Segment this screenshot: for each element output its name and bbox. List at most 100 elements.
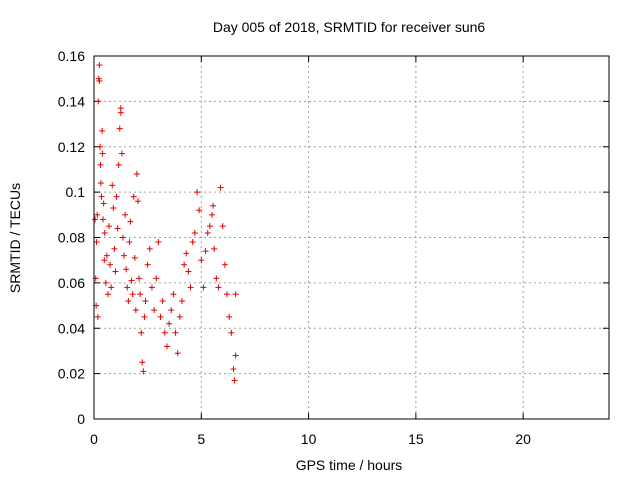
data-point	[157, 313, 164, 320]
data-point	[168, 307, 175, 314]
chart-title: Day 005 of 2018, SRMTID for receiver sun…	[213, 19, 486, 35]
data-point	[166, 320, 173, 327]
data-point	[138, 329, 145, 336]
y-tick-label: 0.08	[58, 230, 85, 246]
data-point	[139, 359, 146, 366]
data-point	[127, 218, 134, 225]
x-tick-label: 10	[301, 431, 317, 447]
data-point	[117, 109, 124, 116]
data-point	[230, 366, 237, 373]
data-point	[108, 284, 115, 291]
data-point	[148, 284, 155, 291]
data-point	[100, 216, 107, 223]
data-point	[118, 150, 125, 157]
y-tick-label: 0.1	[66, 184, 86, 200]
data-point	[115, 161, 122, 168]
data-point	[209, 211, 216, 218]
data-point	[94, 313, 101, 320]
data-point	[221, 261, 228, 268]
data-point	[97, 180, 104, 187]
data-point	[134, 198, 141, 205]
data-point	[176, 313, 183, 320]
data-point	[210, 202, 217, 209]
data-point	[131, 254, 138, 261]
data-point	[137, 291, 144, 298]
data-point	[155, 239, 162, 246]
data-point	[97, 161, 104, 168]
data-point	[202, 248, 209, 255]
data-point	[206, 223, 213, 230]
data-point	[103, 252, 110, 259]
data-point	[97, 143, 104, 150]
data-point	[111, 245, 118, 252]
data-point	[146, 245, 153, 252]
data-point	[109, 182, 116, 189]
y-tick-label: 0.02	[58, 366, 85, 382]
y-tick-label: 0.14	[58, 93, 85, 109]
data-point	[183, 250, 190, 257]
data-point	[100, 200, 107, 207]
data-point	[163, 343, 170, 350]
x-tick-label: 5	[197, 431, 205, 447]
data-point	[170, 291, 177, 298]
data-point	[104, 291, 111, 298]
grid-layer	[94, 56, 609, 419]
data-point	[92, 216, 99, 223]
data-point	[93, 239, 100, 246]
data-point	[219, 223, 226, 230]
data-point	[116, 125, 123, 132]
data-point	[112, 268, 119, 275]
data-point	[122, 211, 129, 218]
x-axis-label: GPS time / hours	[296, 457, 403, 473]
data-point	[213, 275, 220, 282]
y-tick-label: 0.12	[58, 139, 85, 155]
x-tick-label: 20	[515, 431, 531, 447]
y-tick-label: 0.16	[58, 48, 85, 64]
data-point	[228, 329, 235, 336]
data-point	[140, 368, 147, 375]
data-point	[126, 239, 133, 246]
data-point	[142, 298, 149, 305]
data-point	[151, 307, 158, 314]
data-point	[198, 257, 205, 264]
data-point	[123, 266, 130, 273]
y-tick-label: 0	[77, 411, 85, 427]
data-point	[141, 313, 148, 320]
data-point	[99, 127, 106, 134]
data-point	[132, 307, 139, 314]
data-point	[191, 229, 198, 236]
data-point	[130, 193, 137, 200]
data-point	[94, 211, 101, 218]
data-point	[113, 193, 120, 200]
data-points	[92, 62, 239, 384]
data-point	[215, 284, 222, 291]
data-point	[107, 261, 114, 268]
data-point	[189, 239, 196, 246]
data-point	[187, 284, 194, 291]
data-point	[231, 377, 238, 384]
x-tick-label: 0	[90, 431, 98, 447]
data-point	[95, 98, 102, 105]
data-point	[102, 279, 109, 286]
data-point	[172, 329, 179, 336]
data-point	[110, 205, 117, 212]
data-point	[196, 207, 203, 214]
data-point	[101, 229, 108, 236]
plot-frame	[93, 55, 610, 420]
data-point	[224, 291, 231, 298]
data-point	[98, 193, 105, 200]
data-point	[185, 268, 192, 275]
data-point	[96, 77, 103, 84]
data-point	[194, 189, 200, 196]
data-point	[128, 277, 135, 284]
data-point	[161, 329, 168, 336]
tick-layer: 0 0.02 0.04 0.06 0.08 0.1 0.12 0.14 0.16 0 5 10 15 20	[58, 48, 609, 447]
data-point	[232, 352, 239, 359]
data-point	[232, 291, 239, 298]
data-point	[125, 298, 132, 305]
y-tick-label: 0.06	[58, 275, 85, 291]
data-point	[178, 298, 185, 305]
data-point	[119, 234, 126, 241]
data-point	[121, 252, 128, 259]
